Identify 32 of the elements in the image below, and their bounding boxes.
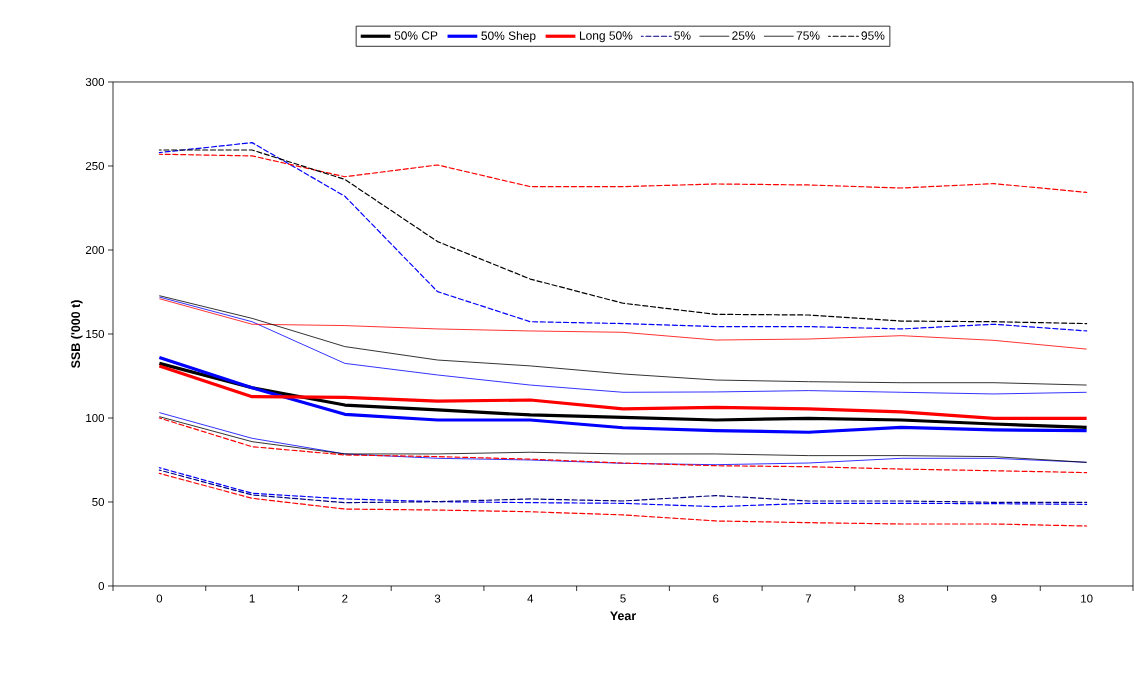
x-tick-label: 5 bbox=[620, 594, 626, 603]
y-tick-label: 250 bbox=[85, 161, 105, 171]
x-tick-label: 1 bbox=[249, 594, 255, 603]
x-tick-label: 6 bbox=[713, 594, 719, 603]
legend-label: 50% CP bbox=[394, 31, 438, 40]
legend-label: 5% bbox=[674, 31, 691, 40]
line-series bbox=[158, 153, 1088, 193]
line-series bbox=[157, 364, 1089, 420]
y-tick-label: 50 bbox=[92, 497, 105, 507]
x-tick-label: 7 bbox=[805, 594, 812, 603]
x-tick-label: 9 bbox=[991, 594, 997, 603]
x-tick-label: 3 bbox=[434, 594, 441, 603]
x-tick-label: 4 bbox=[527, 594, 534, 603]
legend-label: 95% bbox=[861, 31, 885, 40]
legend-label: 25% bbox=[732, 31, 756, 40]
x-tick-label: 10 bbox=[1081, 594, 1093, 603]
x-tick-label: 2 bbox=[342, 594, 348, 603]
line-series bbox=[158, 472, 1088, 527]
legend-label: 75% bbox=[796, 31, 820, 40]
y-axis-title: SSB ('000 t) bbox=[70, 300, 83, 368]
x-tick-label: 0 bbox=[156, 594, 163, 603]
line-series bbox=[158, 298, 1088, 350]
y-tick-label: 200 bbox=[85, 245, 105, 255]
x-axis-title: Year bbox=[610, 611, 636, 621]
y-tick-label: 0 bbox=[98, 581, 105, 591]
y-tick-label: 300 bbox=[85, 77, 105, 87]
legend-label: Long 50% bbox=[579, 31, 633, 43]
x-tick-label: 8 bbox=[898, 594, 904, 603]
legend-label: 50% Shep bbox=[481, 31, 536, 43]
y-tick-label: 150 bbox=[86, 329, 105, 339]
line-series bbox=[158, 417, 1088, 474]
y-tick-label: 100 bbox=[86, 413, 105, 423]
